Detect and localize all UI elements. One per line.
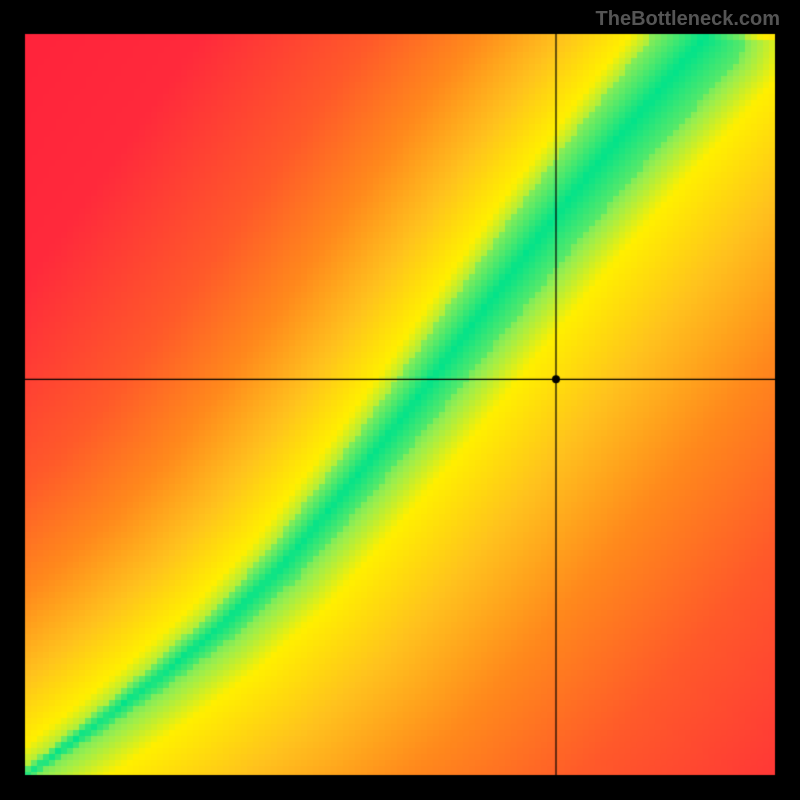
bottleneck-heatmap: TheBottleneck.com (0, 0, 800, 800)
attribution-label: TheBottleneck.com (596, 8, 780, 31)
heatmap-canvas (0, 0, 800, 800)
